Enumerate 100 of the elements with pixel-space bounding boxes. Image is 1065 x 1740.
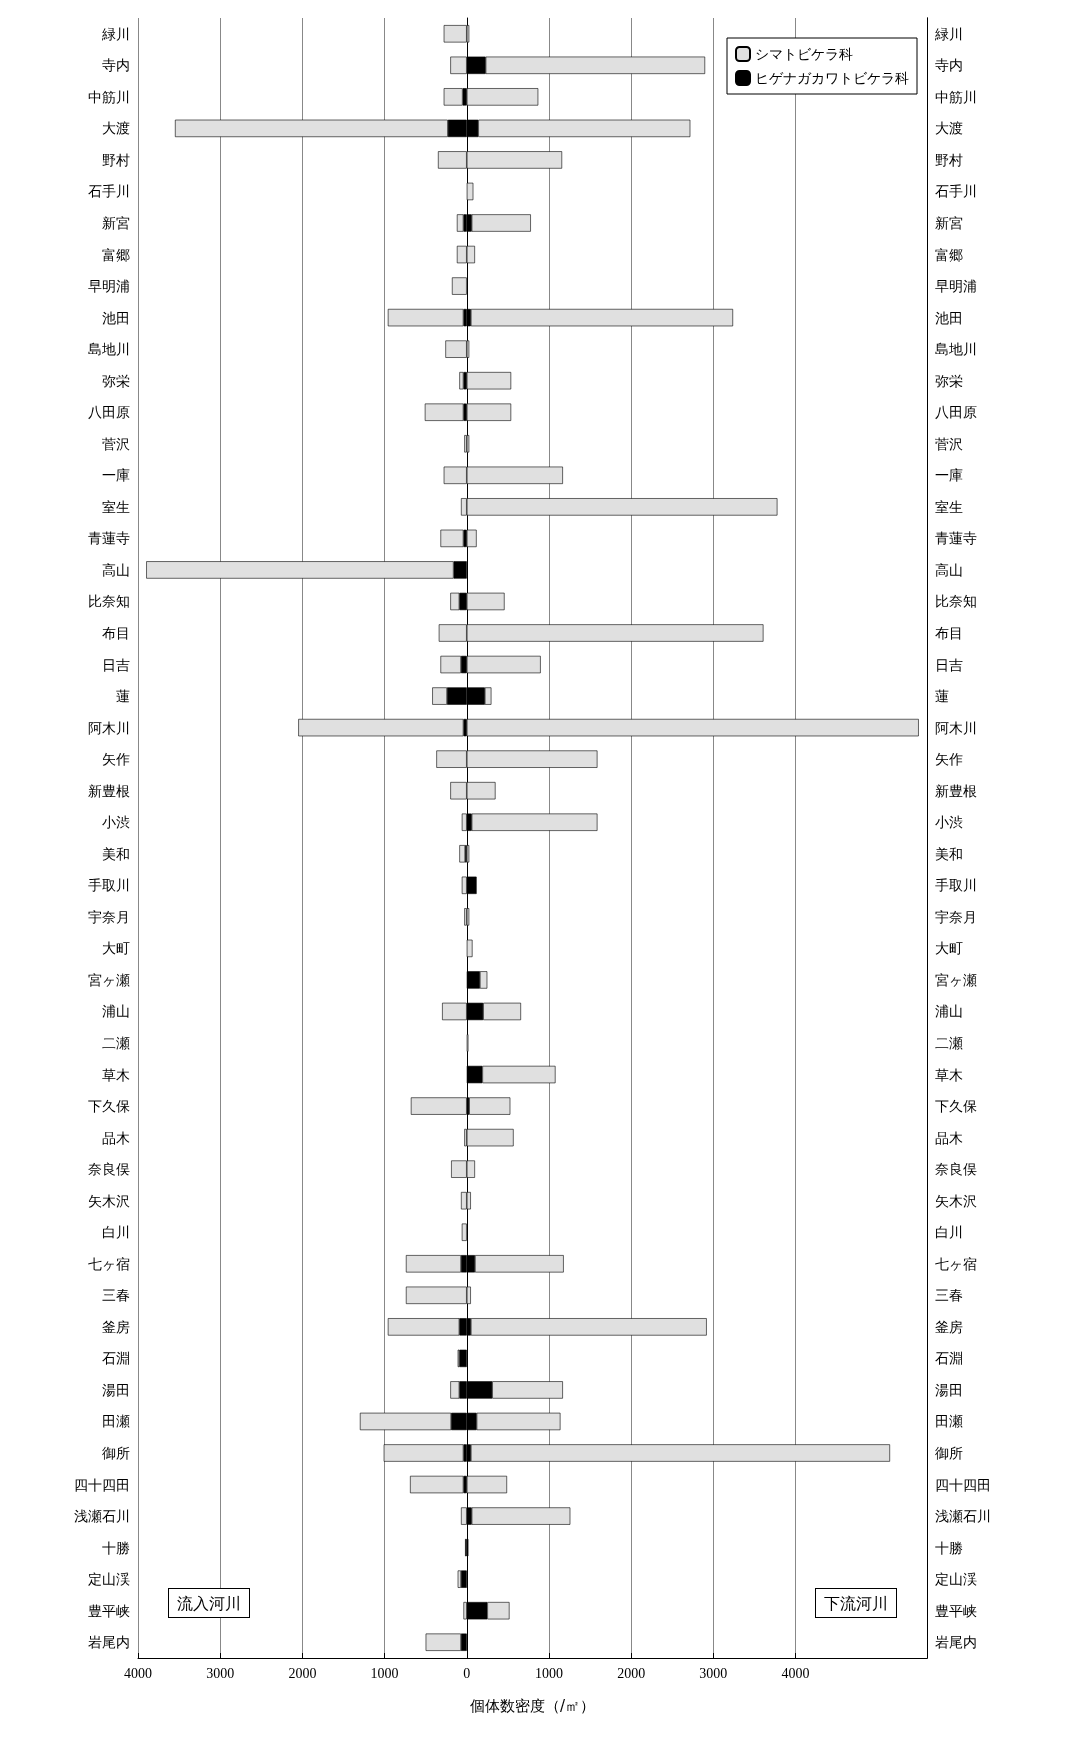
category-label: 奈良俣: [88, 1161, 130, 1178]
category-label: 御所: [102, 1445, 130, 1461]
category-label: 宇奈月: [88, 908, 130, 925]
category-label: 釜房: [102, 1318, 130, 1335]
category-label: 弥栄: [102, 372, 130, 389]
y-tick-label: 日吉: [935, 656, 963, 673]
category-label: 比奈知: [88, 593, 130, 610]
category-label: 阿木川: [88, 719, 130, 736]
y-tick-label: 草木: [935, 1066, 963, 1083]
category-label: 新宮: [102, 215, 130, 231]
category-label: 緑川: [102, 25, 130, 42]
category-label: 早明浦: [88, 278, 130, 295]
category-label: 大渡: [102, 120, 130, 137]
x-tick-label: 2000: [288, 1665, 317, 1681]
category-label: 七ヶ宿: [88, 1255, 130, 1272]
category-label: 二瀬: [102, 1035, 130, 1051]
y-tick-label: 寺内: [935, 57, 963, 74]
annotation: 下流河川: [824, 1593, 888, 1613]
x-tick-label: 0: [463, 1665, 471, 1681]
category-label: 手取川: [88, 877, 130, 894]
category-label: 四十四田: [74, 1476, 130, 1493]
y-tick-label: 緑川: [934, 25, 963, 42]
y-tick-label: 二瀬: [935, 1035, 963, 1051]
x-tick-label: 3000: [206, 1665, 235, 1681]
category-label: 定山渓: [88, 1571, 130, 1588]
y-tick-label: 白川: [935, 1224, 963, 1241]
y-tick-label: 小渋: [935, 814, 963, 831]
y-tick-label: 新豊根: [935, 782, 977, 799]
x-tick-label: 2000: [617, 1665, 646, 1681]
y-tick-label: 三春: [935, 1287, 963, 1304]
x-tick-label: 1000: [534, 1665, 563, 1681]
y-tick-label: 御所: [935, 1445, 963, 1461]
y-tick-label: 蓮: [935, 688, 949, 705]
category-label: 三春: [102, 1287, 130, 1304]
category-label: 石手川: [88, 183, 130, 200]
category-label: 高山: [102, 561, 130, 578]
category-label: 島地川: [88, 341, 130, 358]
y-tick-label: 大渡: [935, 120, 963, 137]
y-tick-label: 青蓮寺: [935, 530, 977, 547]
legend-label: ヒゲナガカワトビケラ科: [755, 70, 909, 86]
category-label: 菅沢: [102, 435, 130, 452]
category-label: 新豊根: [88, 782, 130, 799]
y-tick-label: 石手川: [935, 183, 977, 200]
y-tick-label: 十勝: [935, 1539, 963, 1556]
category-label: 布目: [102, 625, 130, 641]
category-label: 浦山: [102, 1003, 130, 1020]
category-label: 寺内: [102, 57, 130, 74]
category-label: 大町: [102, 940, 130, 957]
y-tick-label: 野村: [935, 151, 963, 168]
y-tick-label: 富郷: [935, 246, 963, 263]
category-label: 下久保: [88, 1098, 130, 1115]
category-label: 岩尾内: [88, 1634, 130, 1651]
category-label: 野村: [102, 151, 130, 168]
x-tick-label: 3000: [699, 1665, 728, 1681]
category-label: 室生: [102, 498, 130, 515]
category-label: 一庫: [102, 467, 130, 484]
category-label: 矢木沢: [88, 1192, 130, 1209]
y-tick-label: 品木: [935, 1129, 963, 1146]
category-label: 美和: [102, 845, 130, 862]
x-tick-label: 4000: [781, 1665, 810, 1681]
category-label: 池田: [102, 309, 130, 326]
y-tick-label: 釜房: [935, 1318, 963, 1335]
category-label: 小渋: [102, 814, 130, 831]
annotation: 流入河川: [177, 1593, 241, 1613]
y-tick-label: 宇奈月: [935, 908, 977, 925]
category-label: 浅瀬石川: [74, 1508, 130, 1525]
y-tick-label: 下久保: [935, 1098, 977, 1115]
y-tick-label: 奈良俣: [935, 1161, 977, 1178]
category-label: 品木: [102, 1129, 130, 1146]
x-tick-label: 4000: [124, 1665, 152, 1681]
legend-label: シマトビケラ科: [755, 46, 853, 62]
y-tick-label: 阿木川: [935, 719, 977, 736]
y-tick-label: 早明浦: [935, 278, 977, 295]
y-tick-label: 田瀬: [935, 1413, 963, 1430]
category-label: 湯田: [102, 1381, 130, 1398]
category-label: 白川: [102, 1224, 130, 1241]
y-tick-label: 大町: [935, 940, 963, 957]
y-tick-label: 矢作: [935, 751, 963, 768]
y-tick-label: 一庫: [935, 467, 963, 484]
y-tick-label: 八田原: [935, 404, 977, 421]
category-label: 宮ヶ瀬: [88, 971, 130, 988]
y-tick-label: 比奈知: [935, 593, 977, 610]
y-tick-label: 湯田: [935, 1381, 963, 1398]
x-tick-label: 1000: [370, 1665, 399, 1681]
category-label: 田瀬: [102, 1413, 130, 1430]
y-tick-label: 七ヶ宿: [935, 1255, 977, 1272]
x-axis-title: 個体数密度（/㎡）: [469, 1696, 596, 1715]
category-label: 日吉: [102, 656, 130, 673]
y-tick-label: 室生: [935, 498, 963, 515]
y-tick-label: 定山渓: [935, 1571, 977, 1588]
y-tick-label: 手取川: [935, 877, 977, 894]
category-label: 豊平峡: [88, 1602, 130, 1619]
y-tick-label: 高山: [935, 561, 963, 578]
y-tick-label: 島地川: [935, 341, 977, 358]
category-label: 中筋川: [88, 88, 130, 105]
y-tick-label: 弥栄: [935, 372, 963, 389]
y-tick-label: 矢木沢: [935, 1192, 977, 1209]
y-tick-label: 豊平峡: [935, 1602, 977, 1619]
y-tick-label: 菅沢: [935, 435, 963, 452]
category-label: 矢作: [102, 751, 130, 768]
